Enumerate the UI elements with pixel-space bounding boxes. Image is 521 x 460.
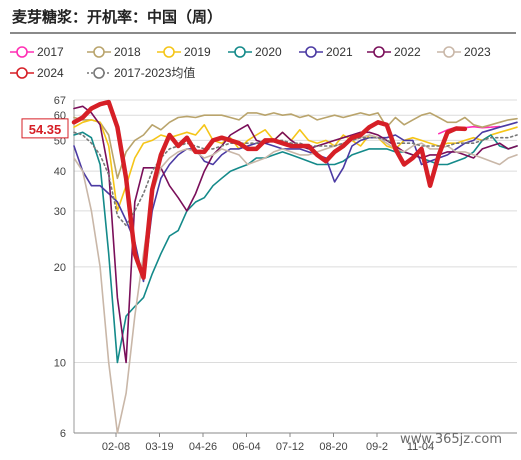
legend-swatch-marker xyxy=(163,46,175,58)
legend-label: 2019 xyxy=(184,45,211,59)
last-value-text: 54.35 xyxy=(29,122,62,137)
x-tick-label: 07-12 xyxy=(276,441,304,453)
legend-swatch-marker xyxy=(443,46,455,58)
last-value-box xyxy=(21,118,69,139)
watermark-text: www.365jz.com xyxy=(400,432,502,447)
legend-label: 2021 xyxy=(326,45,353,59)
series-line-2019 xyxy=(73,119,518,212)
x-tick-label: 11-04 xyxy=(407,441,434,453)
legend-label: 2017 xyxy=(37,45,64,59)
series-line-2024 xyxy=(71,99,468,280)
series-line-2020 xyxy=(73,131,518,364)
legend-swatch-marker xyxy=(93,46,105,58)
y-tick-label: 10 xyxy=(54,358,66,370)
x-tick-label: 04-26 xyxy=(189,441,217,453)
title-divider xyxy=(10,32,516,34)
x-tick-label: 02-08 xyxy=(102,441,130,453)
legend-label: 2018 xyxy=(114,45,141,59)
series-layer xyxy=(71,99,518,434)
y-tick-label: 50 xyxy=(54,135,66,147)
legend-label: 2017-2023均值 xyxy=(114,65,195,80)
chart-title: 麦芽糖浆：开机率：中国（周） xyxy=(12,8,223,26)
last-value-label: 54.35 xyxy=(21,118,69,139)
legend-label: 2020 xyxy=(255,45,282,59)
x-tick-label: 03-19 xyxy=(145,441,173,453)
y-tick-label: 6 xyxy=(60,428,66,440)
legend-swatch-marker xyxy=(373,46,385,58)
series-line-2018 xyxy=(73,112,518,180)
legend-label: 2022 xyxy=(394,45,421,59)
legend-swatch-marker xyxy=(234,46,246,58)
legend-swatch-marker xyxy=(305,46,317,58)
y-tick-label: 67 xyxy=(54,95,66,107)
legend-swatch-marker xyxy=(93,67,105,79)
legend-swatch-marker xyxy=(16,46,28,58)
legend-label: 2023 xyxy=(464,45,491,59)
x-tick-label: 06-04 xyxy=(232,441,260,453)
y-tick-label: 40 xyxy=(54,166,66,178)
x-tick-label: 09-2 xyxy=(366,441,388,453)
legend-swatch-marker xyxy=(16,67,28,79)
y-tick-label: 20 xyxy=(54,262,66,274)
legend: 2017 2018 2019 2020 2021 2022 2023 2024 2017-202… xyxy=(10,45,491,80)
y-tick-label: 30 xyxy=(54,206,66,218)
legend-label: 2024 xyxy=(37,66,64,80)
x-tick-label: 08-20 xyxy=(319,441,347,453)
